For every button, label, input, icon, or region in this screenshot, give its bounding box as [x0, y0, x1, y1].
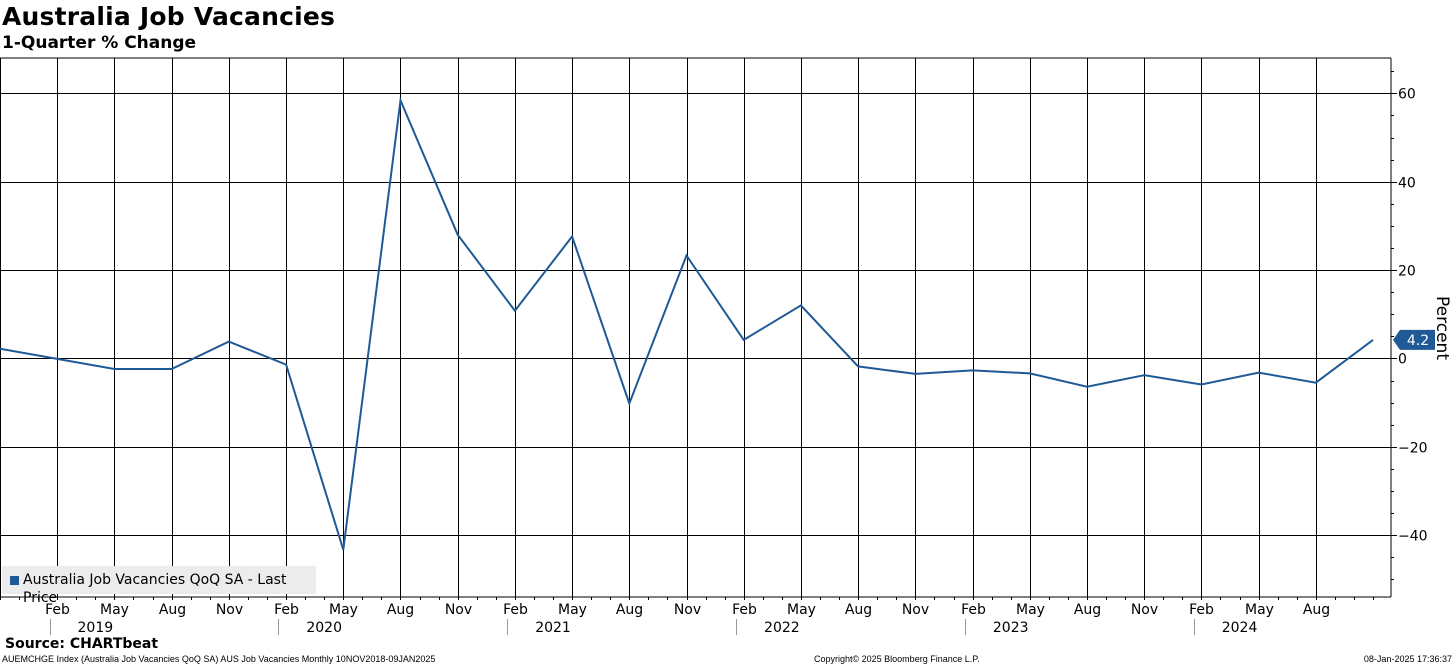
- x-year-label: 2021: [535, 620, 571, 636]
- x-year-label: 2024: [1222, 620, 1258, 636]
- x-year-label: 2023: [993, 620, 1029, 636]
- x-axis: Feb May Aug Nov Feb May Aug Nov Feb May Aug Nov Feb M…: [0, 597, 1374, 636]
- y-tick-label: 40: [1398, 176, 1416, 192]
- y-tick-label: 60: [1398, 87, 1416, 103]
- x-tick-label: Aug: [616, 602, 643, 618]
- y-tick-label: −20: [1398, 441, 1428, 457]
- x-tick-label: Aug: [845, 602, 872, 618]
- x-tick-label: May: [558, 602, 587, 618]
- x-tick-label: Aug: [1303, 602, 1330, 618]
- x-tick-label: Feb: [274, 602, 299, 618]
- legend-label: Australia Job Vacancies QoQ SA - Last Pr…: [23, 572, 287, 606]
- x-tick-label: May: [329, 602, 358, 618]
- x-year-label: 2019: [78, 620, 114, 636]
- x-tick-label: May: [100, 602, 129, 618]
- x-tick-label: Aug: [387, 602, 414, 618]
- y-axis-label: Percent: [1432, 296, 1452, 360]
- x-year-label: 2022: [764, 620, 800, 636]
- chart-title: Australia Job Vacancies: [2, 2, 336, 31]
- x-tick-label: Nov: [902, 602, 929, 618]
- chart-subtitle: 1-Quarter % Change: [2, 33, 197, 53]
- ticker-info: AUEMCHGE Index (Australia Job Vacancies …: [2, 654, 436, 664]
- timestamp: 08-Jan-2025 17:36:37: [1363, 654, 1452, 664]
- grid-lines: [0, 57, 1392, 598]
- x-tick-label: May: [1245, 602, 1274, 618]
- x-tick-label: Feb: [503, 602, 528, 618]
- x-tick-label: May: [787, 602, 816, 618]
- y-tick-label: 0: [1398, 352, 1407, 368]
- legend-swatch: [10, 576, 19, 585]
- legend: Australia Job Vacancies QoQ SA - Last Pr…: [2, 566, 316, 606]
- x-tick-label: Aug: [1074, 602, 1101, 618]
- last-value-flag: [1393, 329, 1435, 350]
- source-label: Source: CHARTbeat: [5, 636, 159, 652]
- copyright-text: Copyright© 2025 Bloomberg Finance L.P.: [814, 654, 980, 664]
- x-tick-label: Feb: [732, 602, 757, 618]
- y-tick-label: 20: [1398, 264, 1416, 280]
- series-line: [0, 96, 1374, 550]
- x-tick-label: Feb: [45, 602, 70, 618]
- x-tick-label: Nov: [445, 602, 472, 618]
- x-tick-label: Aug: [159, 602, 186, 618]
- y-axis: 60 40 20 0 −20 −40 Percent: [1391, 71, 1452, 580]
- x-tick-label: Feb: [961, 602, 986, 618]
- x-tick-label: Nov: [1131, 602, 1158, 618]
- x-tick-label: Nov: [216, 602, 243, 618]
- x-tick-label: May: [1016, 602, 1045, 618]
- x-tick-label: Feb: [1189, 602, 1214, 618]
- x-tick-label: Nov: [674, 602, 701, 618]
- last-value-layer: 4.2: [1393, 329, 1435, 350]
- x-year-label: 2020: [306, 620, 342, 636]
- last-value-label: 4.2: [1407, 333, 1429, 349]
- series-layer: [0, 96, 1374, 550]
- y-tick-label: −40: [1398, 529, 1428, 545]
